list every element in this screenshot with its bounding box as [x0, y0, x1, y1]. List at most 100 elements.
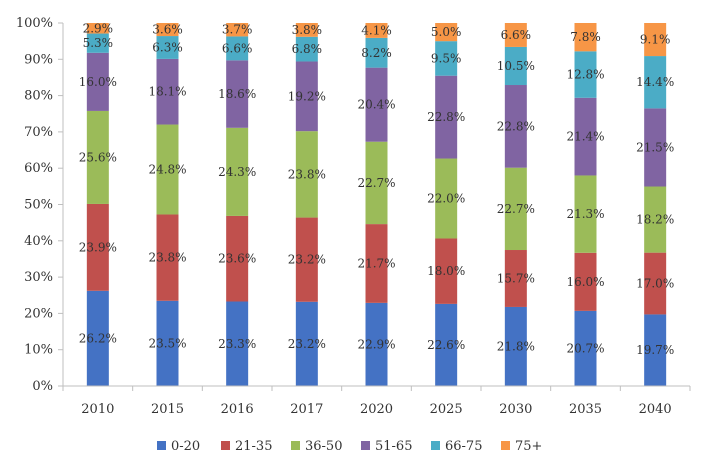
data-label: 19.7%	[636, 343, 674, 357]
bar-segment	[295, 301, 318, 386]
bar-segment	[574, 175, 597, 253]
y-tick-label: 80%	[24, 89, 53, 104]
bar-segment	[365, 67, 388, 142]
data-label: 23.6%	[218, 252, 256, 266]
bar-segment	[644, 56, 667, 109]
x-tick-label: 2017	[290, 402, 323, 417]
data-label: 6.6%	[501, 28, 532, 42]
bar-segment	[156, 300, 179, 386]
data-label: 21.8%	[497, 339, 535, 353]
bar-segment	[574, 252, 597, 311]
data-label: 24.8%	[148, 163, 186, 177]
data-label: 9.1%	[640, 33, 671, 47]
legend-label: 36-50	[305, 439, 342, 454]
legend-label: 51-65	[375, 439, 412, 454]
bar-segment	[226, 215, 249, 302]
bar-segment	[644, 186, 667, 253]
data-label: 3.8%	[292, 23, 323, 37]
data-label: 6.6%	[222, 41, 253, 55]
data-label: 6.8%	[292, 42, 323, 56]
bar-segment	[156, 214, 179, 301]
legend-label: 75+	[515, 439, 542, 454]
bar-segment	[156, 124, 179, 215]
x-axis: 2010 2015 2016 2017 2020 2025 2030 2035 2040	[62, 385, 691, 417]
bar-segment	[574, 310, 597, 386]
data-label: 20.4%	[357, 98, 395, 112]
bar-segment	[574, 97, 597, 176]
data-label: 16.0%	[566, 275, 604, 289]
bar-segment	[295, 61, 318, 132]
bar-segment	[365, 23, 388, 38]
data-label: 18.2%	[636, 213, 674, 227]
data-label: 18.0%	[427, 264, 465, 278]
bar-segment	[574, 51, 597, 98]
data-label: 21.7%	[357, 256, 395, 270]
bar-segment	[435, 75, 458, 159]
bar-segment	[435, 238, 458, 304]
y-tick-label: 100%	[16, 16, 53, 31]
data-label: 23.9%	[79, 240, 117, 254]
x-tick-label: 2015	[151, 402, 184, 417]
bar-segment	[365, 302, 388, 386]
data-label: 3.7%	[222, 23, 253, 37]
bar-segment	[226, 60, 249, 128]
data-label: 4.1%	[361, 23, 392, 37]
bar-segment	[86, 110, 109, 204]
data-label: 5.0%	[431, 25, 462, 39]
x-tick-label: 2035	[569, 402, 602, 417]
data-label: 23.8%	[148, 251, 186, 265]
y-tick-label: 30%	[24, 270, 53, 285]
bar-segment	[156, 36, 179, 59]
bar-segment	[156, 58, 179, 125]
data-label: 14.4%	[636, 75, 674, 89]
data-label: 18.6%	[218, 87, 256, 101]
data-label: 19.2%	[288, 89, 326, 103]
legend-label: 0-20	[171, 439, 200, 454]
data-label: 22.0%	[427, 192, 465, 206]
bar-segment	[86, 33, 109, 53]
x-tick-label: 2016	[221, 402, 254, 417]
data-label: 17.0%	[636, 277, 674, 291]
bar-segment	[365, 37, 388, 68]
legend-swatch	[431, 441, 440, 450]
bar-segment	[644, 252, 667, 315]
bar-segment	[365, 224, 388, 303]
data-label: 23.2%	[288, 337, 326, 351]
y-axis: 0% 10% 20% 30% 40% 50% 60% 70% 80% 90% 100%	[16, 16, 64, 394]
x-tick-label: 2025	[430, 402, 463, 417]
data-label: 8.2%	[361, 46, 392, 60]
legend-label: 66-75	[445, 439, 482, 454]
bar-segment	[644, 314, 667, 386]
data-label: 22.9%	[357, 337, 395, 351]
x-tick-label: 2030	[499, 402, 532, 417]
data-label: 6.3%	[152, 40, 183, 54]
data-label: 24.3%	[218, 165, 256, 179]
data-label: 2.9%	[83, 21, 114, 35]
y-tick-label: 60%	[24, 161, 53, 176]
bar-segment	[295, 131, 318, 218]
bar-segment	[86, 290, 109, 386]
data-label: 22.8%	[497, 119, 535, 133]
y-tick-label: 10%	[24, 343, 53, 358]
bar-segment	[295, 36, 318, 62]
bar-segment	[226, 127, 249, 216]
y-tick-label: 90%	[24, 52, 53, 67]
bar-segment	[435, 158, 458, 239]
data-label: 18.1%	[148, 85, 186, 99]
bar-segment	[574, 23, 597, 52]
data-label: 25.6%	[79, 150, 117, 164]
bar-segment	[644, 108, 667, 187]
bar-segment	[295, 23, 318, 37]
bars	[86, 23, 667, 386]
bar-segment	[86, 23, 109, 34]
bar-segment	[226, 23, 249, 37]
data-label: 26.2%	[79, 331, 117, 345]
bar-segment	[226, 36, 249, 61]
data-label: 5.3%	[83, 36, 114, 50]
bar-segment	[504, 85, 527, 168]
bar-segment	[435, 23, 458, 42]
data-label: 22.7%	[357, 176, 395, 190]
data-label: 7.8%	[570, 30, 601, 44]
bar-segment	[504, 306, 527, 386]
y-tick-label: 40%	[24, 234, 53, 249]
